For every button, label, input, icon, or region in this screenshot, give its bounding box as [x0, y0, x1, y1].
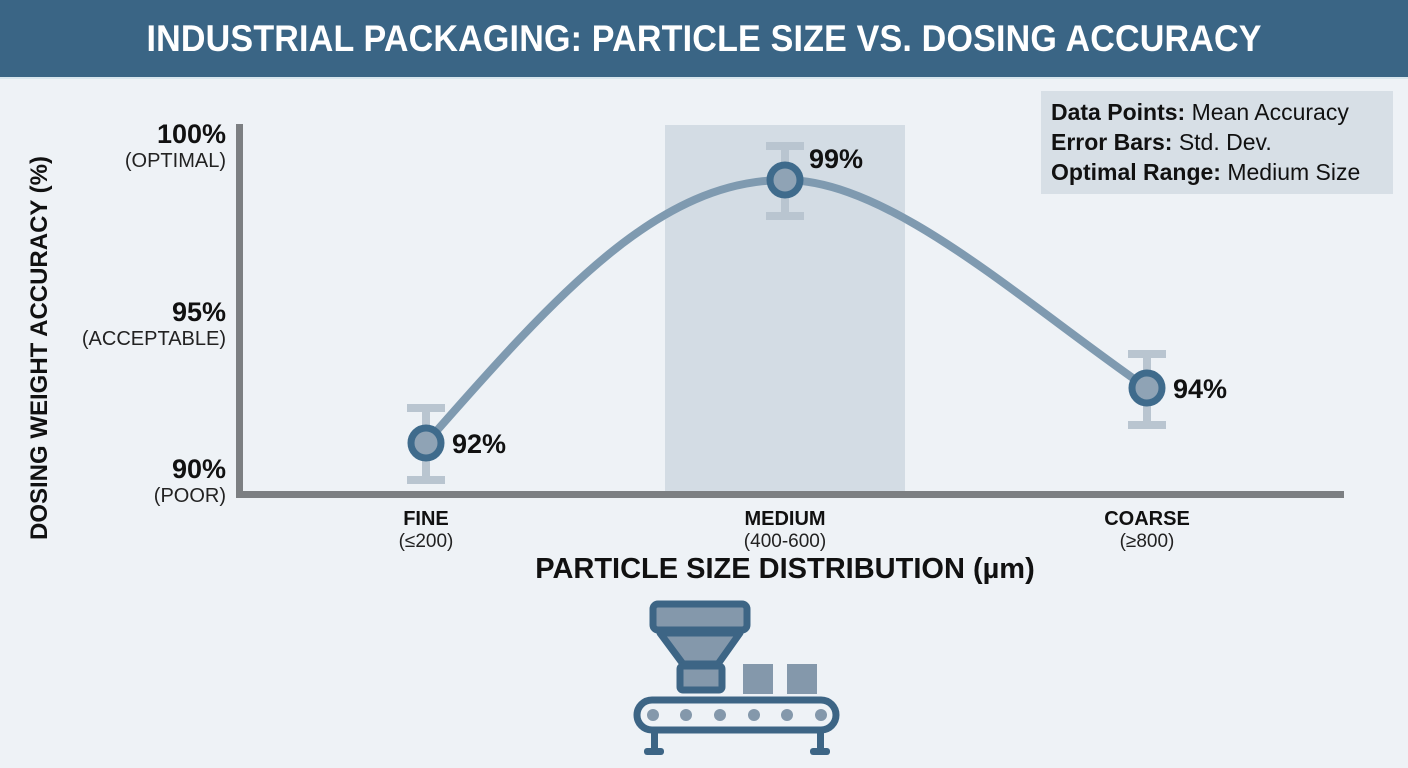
- legend-value: Mean Accuracy: [1191, 99, 1349, 125]
- x-tick-value: MEDIUM: [744, 508, 826, 530]
- x-axis-line: [236, 491, 1344, 498]
- legend-key: Data Points:: [1051, 99, 1186, 125]
- legend-value: Medium Size: [1227, 159, 1361, 185]
- legend-row-data-points: Data Points: Mean Accuracy: [1051, 97, 1383, 127]
- legend-value: Std. Dev.: [1178, 129, 1272, 155]
- chart-title: INDUSTRIAL PACKAGING: PARTICLE SIZE VS. …: [146, 17, 1262, 59]
- x-tick-coarse: COARSE (≥800): [1104, 507, 1190, 553]
- y-tick-value: 90%: [171, 454, 226, 484]
- y-tick-sublabel: (POOR): [153, 485, 226, 507]
- x-axis-title: PARTICLE SIZE DISTRIBUTION (µm): [535, 553, 1035, 585]
- x-tick-fine: FINE (≤200): [399, 507, 454, 553]
- x-tick-sublabel: (≤200): [398, 531, 454, 552]
- y-axis-line: [236, 124, 243, 498]
- legend-key: Optimal Range:: [1051, 159, 1221, 185]
- data-label-fine: 92%: [452, 429, 507, 459]
- data-label-coarse: 94%: [1173, 374, 1228, 404]
- x-tick-value: COARSE: [1104, 508, 1190, 530]
- data-point-coarse: [1128, 369, 1166, 407]
- y-tick-95: 95% (ACCEPTABLE): [82, 297, 226, 351]
- x-tick-sublabel: (≥800): [1119, 531, 1175, 552]
- y-tick-sublabel: (ACCEPTABLE): [81, 328, 226, 350]
- x-tick-value: FINE: [403, 508, 449, 530]
- legend-row-error-bars: Error Bars: Std. Dev.: [1051, 127, 1383, 157]
- data-point-fine: [407, 424, 445, 462]
- y-tick-value: 100%: [156, 119, 226, 149]
- title-bar: INDUSTRIAL PACKAGING: PARTICLE SIZE VS. …: [0, 0, 1408, 79]
- legend-box: Data Points: Mean Accuracy Error Bars: S…: [1041, 91, 1393, 194]
- y-tick-90: 90% (POOR): [154, 454, 226, 508]
- data-label-medium: 99%: [809, 144, 864, 174]
- y-tick-value: 95%: [171, 297, 226, 327]
- hopper-conveyor-icon: [633, 600, 840, 755]
- legend-row-optimal-range: Optimal Range: Medium Size: [1051, 157, 1383, 187]
- legend-key: Error Bars:: [1051, 129, 1173, 155]
- x-tick-medium: MEDIUM (400-600): [744, 507, 826, 553]
- x-tick-sublabel: (400-600): [743, 531, 827, 552]
- y-tick-sublabel: (OPTIMAL): [124, 150, 226, 172]
- y-tick-100: 100% (OPTIMAL): [125, 119, 226, 173]
- data-point-medium: [766, 161, 804, 199]
